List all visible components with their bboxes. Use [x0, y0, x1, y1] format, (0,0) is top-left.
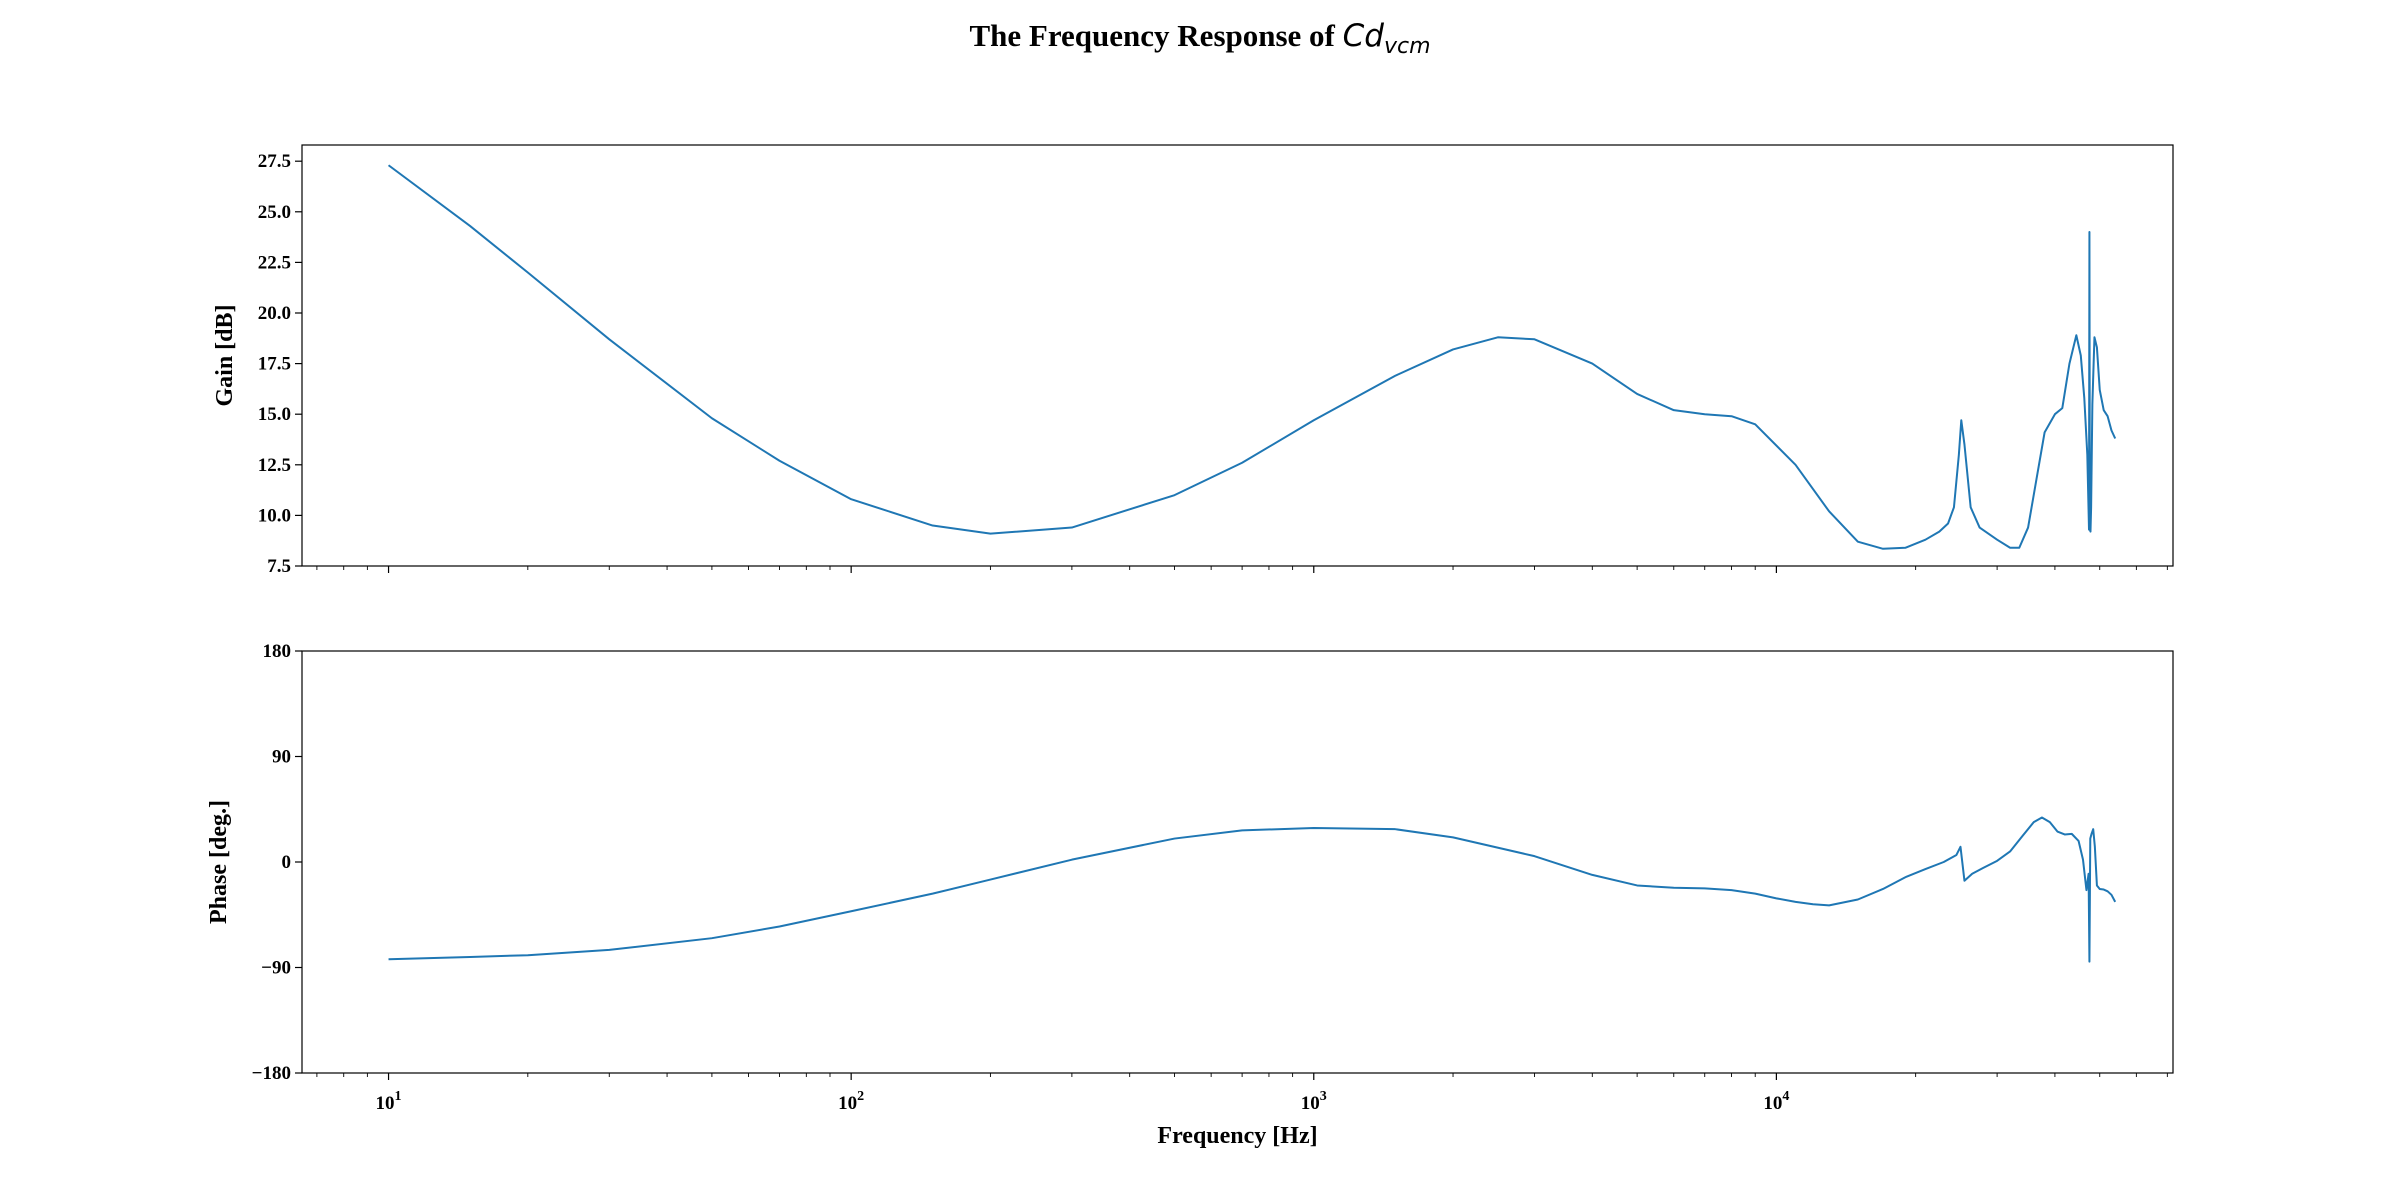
phase-y-tick-label: −180	[252, 1063, 291, 1084]
phase-y-tick-label: −90	[261, 958, 291, 979]
page-title: The Frequency Response of Cdvcm	[0, 18, 2400, 59]
gain-y-tick-label: 27.5	[258, 151, 291, 172]
gain-y-tick-label: 12.5	[258, 455, 291, 476]
x-tick-label: 102	[838, 1089, 864, 1114]
gain-y-axis-label: Gain [dB]	[212, 304, 238, 406]
gain-frame	[301, 144, 2174, 567]
gain-y-tick-label: 7.5	[267, 556, 291, 577]
gain-y-tick-label: 17.5	[258, 354, 291, 375]
phase-series-line	[388, 816, 2117, 963]
x-tick-label: 101	[376, 1089, 402, 1114]
x-tick-label: 104	[1763, 1089, 1789, 1114]
phase-y-tick-label: 0	[282, 852, 292, 873]
gain-y-tick-label: 15.0	[258, 404, 291, 425]
title-math: Cdvcm	[1342, 18, 1431, 59]
gain-y-tick-label: 10.0	[258, 505, 291, 526]
gain-y-tick-label: 25.0	[258, 202, 291, 223]
phase-y-tick-label: 180	[263, 641, 292, 662]
gain-axes: 7.5 10.0 12.5 15.0 17.5 20.0 22.5 25.0 27.5 Gain …	[212, 144, 2174, 577]
gain-y-tick-label: 22.5	[258, 252, 291, 273]
phase-y-tick-label: 90	[272, 747, 291, 768]
title-prefix: The Frequency Response of	[969, 18, 1343, 53]
x-axis-label: Frequency [Hz]	[1157, 1123, 1317, 1149]
phase-y-axis-label: Phase [deg.]	[206, 800, 232, 924]
title-math-main: Cd	[1342, 18, 1384, 54]
x-tick-label: 103	[1301, 1089, 1327, 1114]
phase-axes: −180 −90 0 90 180 Phase [deg.] 101 102 103 104 Fre…	[206, 641, 2174, 1149]
title-math-sub: vcm	[1383, 34, 1431, 60]
gain-series-line	[387, 164, 2117, 550]
phase-frame	[301, 650, 2174, 1074]
gain-y-tick-label: 20.0	[258, 303, 291, 324]
